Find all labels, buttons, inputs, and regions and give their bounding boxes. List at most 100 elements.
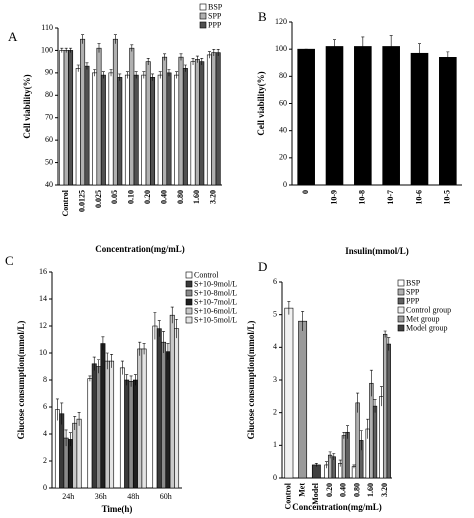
- bar: [119, 367, 125, 489]
- error-bar: [113, 34, 117, 44]
- bar: [410, 52, 429, 186]
- y-tick-label: 12: [39, 321, 47, 330]
- error-bar: [383, 330, 387, 338]
- legend-swatch: [185, 307, 193, 315]
- bar: [84, 65, 90, 186]
- x-tick-label: 0.05: [110, 190, 119, 204]
- error-bar: [134, 71, 138, 79]
- y-tick-label: 5: [273, 309, 277, 318]
- bar: [372, 405, 378, 479]
- error-bar: [130, 44, 134, 52]
- error-bar: [314, 463, 318, 467]
- legend-swatch: [185, 271, 193, 279]
- x-tick-label: 48h: [127, 492, 139, 501]
- y-tick-label: 10: [39, 348, 47, 357]
- error-bar: [118, 73, 122, 81]
- x-tick-label: 10-6: [414, 190, 423, 205]
- bar: [92, 72, 98, 186]
- error-bar: [158, 71, 162, 79]
- bar: [157, 74, 163, 186]
- bar: [132, 379, 138, 489]
- legend-swatch: [397, 279, 405, 287]
- x-tick-label: 0.20: [325, 483, 334, 497]
- legend-label: BSP: [208, 2, 223, 11]
- y-axis-label: Cell viability(%): [22, 74, 32, 138]
- bar: [75, 68, 81, 186]
- error-bar: [110, 354, 114, 368]
- error-bar: [76, 64, 80, 72]
- bar: [109, 360, 115, 489]
- x-tick-label: 10-7: [386, 190, 395, 205]
- error-bar: [97, 359, 101, 374]
- error-bar: [101, 71, 105, 79]
- error-bar: [60, 47, 64, 53]
- error-bar: [379, 386, 383, 407]
- legend-label: S+10-7mol/L: [194, 297, 237, 306]
- error-bar: [55, 398, 59, 421]
- error-bar: [366, 418, 370, 439]
- x-axis-label: Time(h): [102, 504, 133, 514]
- error-bar: [212, 49, 216, 57]
- error-bar: [68, 432, 72, 447]
- bar: [76, 418, 82, 489]
- legend-label: S+10-8mol/L: [194, 288, 237, 297]
- error-bar: [129, 375, 133, 387]
- x-tick-label: 0.80: [352, 483, 361, 497]
- x-tick-label: 0.025: [94, 190, 103, 208]
- bar: [298, 320, 308, 479]
- x-tick-label: 0.0125: [77, 190, 86, 212]
- error-bar: [142, 71, 146, 79]
- bar: [345, 431, 350, 479]
- x-tick-label: 3.20: [380, 483, 389, 497]
- error-bar: [69, 47, 73, 53]
- x-tick-label: Model: [311, 482, 320, 505]
- error-bar: [387, 337, 391, 351]
- legend-label: Model group: [406, 323, 448, 332]
- y-axis-label: Glucose consumption(mmol/L): [246, 321, 256, 440]
- x-tick-label: 60h: [160, 492, 172, 501]
- error-bar: [151, 73, 155, 81]
- error-bar: [369, 369, 373, 397]
- bar: [341, 435, 347, 479]
- y-tick-label: 20: [279, 153, 287, 162]
- bar: [112, 38, 118, 186]
- error-bar: [93, 69, 97, 77]
- error-bar: [125, 374, 129, 386]
- bar: [211, 52, 217, 186]
- y-tick-label: 4: [273, 342, 277, 351]
- error-bar: [373, 399, 377, 413]
- bar: [382, 46, 400, 186]
- bar: [215, 52, 221, 186]
- error-bar: [179, 53, 183, 61]
- error-bar: [389, 35, 393, 58]
- bar: [87, 378, 93, 489]
- y-axis-label: Cell viability(%): [256, 71, 266, 135]
- error-bar: [183, 64, 187, 72]
- legend-label: SPP: [406, 287, 420, 296]
- bar: [169, 314, 175, 489]
- legend-swatch: [397, 288, 405, 296]
- error-bar: [175, 71, 179, 79]
- bar: [67, 439, 73, 489]
- bar: [174, 328, 180, 489]
- legend-label: SPP: [208, 11, 222, 20]
- bar: [128, 381, 134, 489]
- error-bar: [85, 62, 89, 70]
- y-tick-label: 100: [275, 44, 287, 53]
- y-tick-label: 14: [39, 294, 47, 303]
- bar: [96, 47, 102, 186]
- legend-swatch: [185, 298, 193, 306]
- bar: [59, 413, 65, 489]
- bar: [124, 74, 130, 186]
- error-bar: [346, 425, 350, 439]
- bar: [156, 328, 162, 489]
- panel-label: A: [8, 29, 18, 44]
- bar: [72, 422, 78, 489]
- error-bar: [207, 51, 211, 59]
- error-bar: [88, 375, 92, 382]
- bar: [104, 360, 110, 489]
- y-tick-label: 6: [273, 277, 277, 286]
- error-bar: [287, 301, 291, 315]
- legend-swatch: [185, 280, 193, 288]
- bar: [194, 59, 200, 186]
